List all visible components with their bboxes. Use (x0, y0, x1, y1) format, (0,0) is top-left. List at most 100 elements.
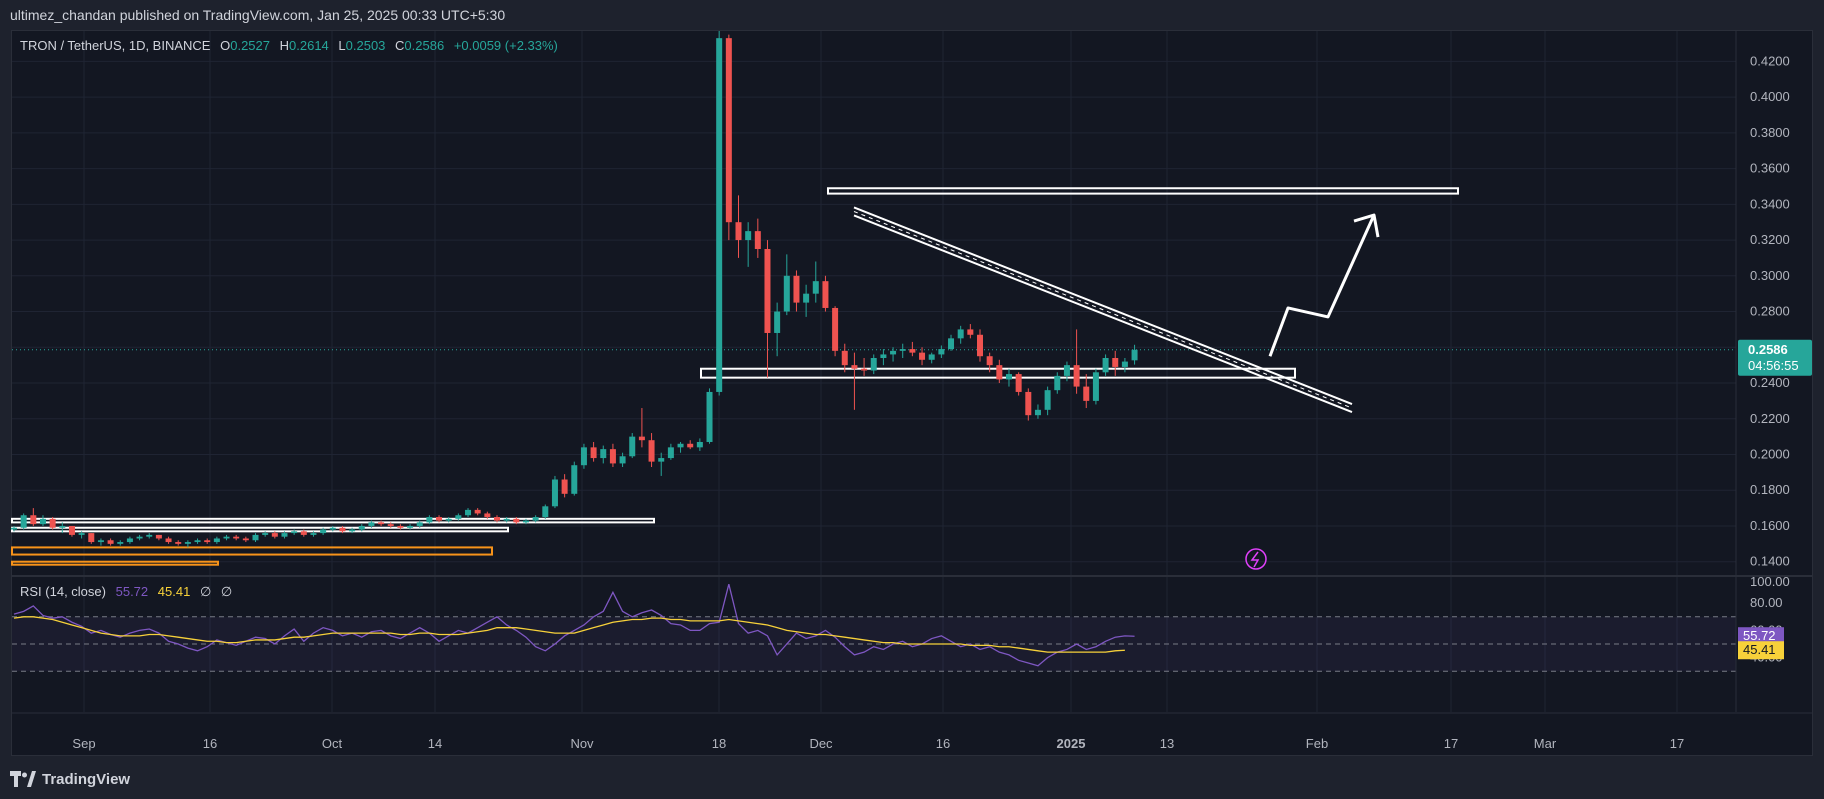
candle-up (928, 354, 935, 360)
candle-up (136, 536, 143, 539)
candle-up (349, 529, 356, 532)
candle-up (320, 529, 327, 534)
candle-down (561, 479, 568, 494)
candlestick-series (11, 31, 1138, 548)
candle-down (49, 518, 56, 528)
price-tick-label: 0.3600 (1750, 161, 1790, 176)
axes: 0.4200 0.4000 0.3800 0.3600 0.3400 0.3200 0.30… (12, 31, 1812, 751)
candle-down (1083, 386, 1090, 401)
support-resistance-zones (11, 187, 1459, 566)
candle-up (1102, 358, 1109, 373)
candle-up (310, 533, 317, 535)
trend-drawings (853, 206, 1380, 570)
time-tick-label: 13 (1160, 736, 1174, 751)
candle-up (358, 525, 365, 530)
symbol-legend: TRON / TetherUS, 1D, BINANCE O0.2527 H0.… (20, 38, 558, 53)
candle-down (474, 509, 481, 514)
chart-canvas[interactable]: 0.4200 0.4000 0.3800 0.3600 0.3400 0.3200 0.30… (0, 0, 1824, 760)
candle-up (706, 391, 713, 442)
candle-up (1121, 361, 1128, 367)
price-tick-label: 0.2000 (1750, 446, 1790, 461)
price-tag-bg (1738, 339, 1812, 376)
tradingview-footer[interactable]: TradingView (10, 766, 130, 792)
projection-arrow-head (1353, 213, 1380, 238)
rsi-ma-value: 45.41 (157, 584, 191, 599)
time-tick-label: Feb (1306, 736, 1328, 751)
candle-down (436, 517, 443, 521)
candle-up (880, 354, 887, 358)
candle-down (68, 525, 75, 535)
candle-down (590, 447, 597, 459)
time-tick-label: 2025 (1057, 736, 1086, 751)
candle-up (223, 536, 230, 539)
candle-up (20, 515, 27, 528)
candle-up (1034, 409, 1041, 416)
candle-down (919, 352, 926, 360)
projection-arrow (1268, 214, 1376, 357)
price-tick-label: 0.3200 (1750, 232, 1790, 247)
rsi-value-tag-bg (1738, 627, 1784, 646)
candle-up (667, 447, 674, 459)
candle-down (764, 249, 771, 333)
candle-down (242, 538, 249, 541)
candle-up (97, 540, 104, 543)
candle-down (687, 443, 694, 448)
candle-down (484, 513, 491, 518)
candle-down (754, 231, 761, 249)
price-tick-label: 0.3000 (1750, 268, 1790, 283)
candle-up (368, 522, 375, 526)
price-tag-value: 0.2586 (1748, 342, 1788, 357)
candle-up (677, 443, 684, 448)
candle-up (619, 456, 626, 464)
candle-up (416, 522, 423, 526)
footer-brand: TradingView (42, 770, 131, 788)
candle-down (165, 538, 172, 543)
rsi-ma-value-tag-text: 45.41 (1743, 642, 1776, 657)
candle-up (11, 527, 17, 530)
candle-down (986, 356, 993, 366)
candle-up (716, 38, 723, 392)
candle-up (899, 349, 906, 351)
candle-up (745, 231, 752, 241)
rsi-band-fill (12, 616, 1736, 672)
change-value: +0.0059 (+2.33%) (453, 38, 558, 53)
candle-down (841, 350, 848, 366)
time-tick-label: Sep (72, 736, 95, 751)
candle-up (262, 533, 269, 535)
candle-down (1015, 374, 1022, 392)
time-tick-label: 14 (428, 736, 442, 751)
rsi-tick-label: 100.00 (1750, 574, 1790, 589)
candle-up (445, 518, 452, 521)
trendline-center (853, 211, 1353, 409)
candle-up (629, 436, 636, 457)
candle-up (407, 525, 414, 528)
candle-down (30, 515, 37, 525)
time-tick-label: 17 (1670, 736, 1684, 751)
candle-up (580, 447, 587, 466)
candle-up (783, 275, 790, 312)
orange-zone-box (11, 560, 219, 566)
price-tick-label: 0.1800 (1750, 482, 1790, 497)
candle-down (107, 540, 114, 544)
candle-up (117, 542, 124, 544)
candle-down (977, 334, 983, 357)
rsi-label[interactable]: RSI (14, close) (20, 584, 106, 599)
time-tick-label: 16 (203, 736, 217, 751)
candle-up (658, 458, 665, 462)
candle-up (503, 518, 510, 521)
rsi-value-tag-text: 55.72 (1743, 628, 1776, 643)
candle-down (609, 449, 616, 464)
candle-up (126, 538, 133, 543)
close-label: C (395, 38, 405, 53)
rsi-value: 55.72 (115, 584, 149, 599)
white-zone-box (11, 526, 509, 533)
candle-up (39, 518, 46, 525)
lightning-icon-bolt (1250, 551, 1260, 568)
candle-up (774, 311, 781, 333)
symbol-name[interactable]: TRON / TetherUS, 1D, BINANCE (20, 38, 211, 53)
candle-down (1073, 365, 1080, 387)
candle-up (812, 281, 819, 294)
candle-down (271, 533, 278, 537)
candle-up (329, 527, 336, 530)
candle-down (648, 440, 655, 462)
